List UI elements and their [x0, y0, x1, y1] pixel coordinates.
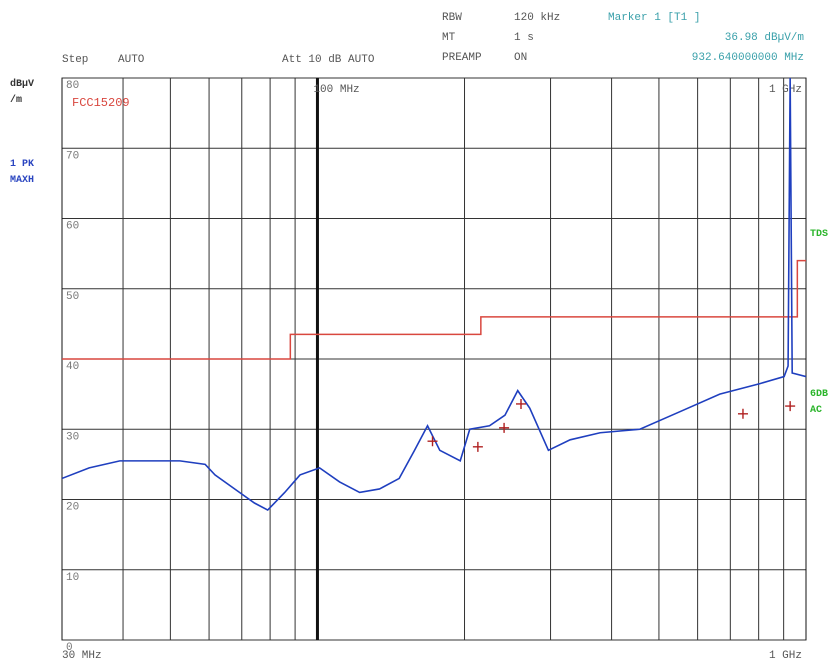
y-tick-label: 50: [66, 291, 79, 303]
step-value: AUTO: [118, 54, 145, 66]
x-tick-label: 30 MHz: [62, 650, 102, 662]
rbw-label: RBW: [442, 12, 462, 24]
side-label: TDS: [810, 229, 828, 240]
x-tick-label: 1 GHz: [769, 84, 802, 96]
y-tick-label: 80: [66, 80, 79, 92]
x-tick-label: 1 GHz: [769, 650, 802, 662]
marker-freq: 932.640000000 MHz: [692, 52, 804, 64]
marker-cross: [427, 436, 438, 447]
marker-cross: [785, 401, 796, 412]
preamp-label: PREAMP: [442, 52, 482, 64]
trace-label: 1 PK: [10, 159, 34, 170]
marker-level: 36.98 dBµV/m: [725, 32, 805, 44]
marker-cross: [499, 422, 510, 433]
unit-label: /m: [10, 94, 22, 106]
marker-cross: [472, 441, 483, 452]
y-tick-label: 60: [66, 221, 79, 233]
side-label: 6DB: [810, 389, 828, 400]
y-tick-label: 30: [66, 431, 79, 443]
y-tick-label: 20: [66, 502, 79, 514]
rbw-value: 120 kHz: [514, 12, 560, 24]
x-tick-label: 100 MHz: [313, 84, 359, 96]
y-tick-label: 0: [66, 642, 73, 654]
mt-value: 1 s: [514, 32, 534, 44]
mt-label: MT: [442, 32, 456, 44]
y-tick-label: 40: [66, 361, 79, 373]
step-label: Step: [62, 54, 88, 66]
att-label: Att 10 dB AUTO: [282, 54, 375, 66]
side-label: AC: [810, 405, 822, 416]
y-tick-label: 10: [66, 572, 79, 584]
preamp-value: ON: [514, 52, 527, 64]
marker-cross: [516, 398, 527, 409]
y-tick-label: 70: [66, 150, 79, 162]
series-line: [62, 77, 806, 512]
unit-label: dBµV: [10, 78, 34, 90]
marker-label: Marker 1 [T1 ]: [608, 12, 700, 24]
marker-cross: [737, 408, 748, 419]
trace-label: MAXH: [10, 175, 34, 186]
legend-entry: FCC15209: [72, 96, 130, 110]
series-line: [62, 259, 806, 360]
